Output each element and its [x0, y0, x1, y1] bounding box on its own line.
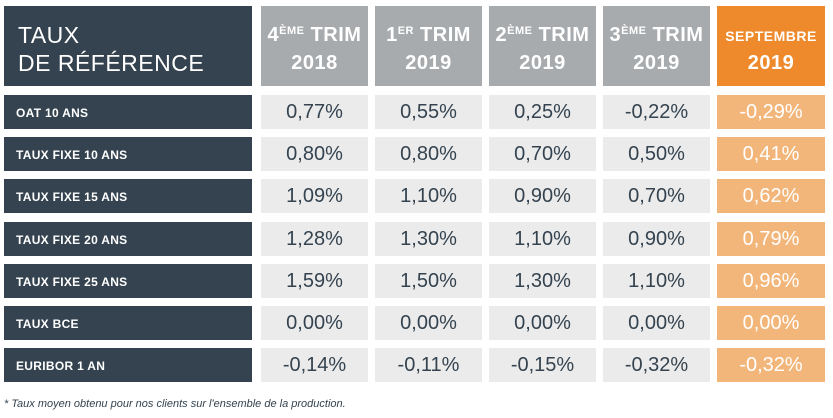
header-year: 2019	[633, 52, 680, 74]
row-label-text: TAUX FIXE 20 ANS	[16, 233, 128, 247]
row-label-text: OAT 10 ANS	[16, 106, 89, 120]
table-cell: 0,70%	[489, 137, 596, 171]
table-cell-highlight: 0,41%	[717, 137, 825, 171]
table-cell-highlight: -0,32%	[717, 348, 825, 382]
header-label: TRIM	[646, 24, 704, 46]
table-title-line2: DE RÉFÉRENCE	[18, 50, 205, 76]
row-label-text: TAUX FIXE 10 ANS	[16, 148, 128, 162]
header-ordinal-suffix: ÈME	[279, 25, 305, 37]
header-year: 2019	[519, 52, 566, 74]
table-title-line1: TAUX	[18, 22, 80, 48]
column-header: 2ÈME TRIM 2019	[489, 6, 596, 86]
row-label: TAUX FIXE 10 ANS	[4, 137, 252, 171]
table-cell: 0,90%	[603, 222, 710, 256]
table-cell: 1,10%	[489, 222, 596, 256]
row-label: TAUX FIXE 20 ANS	[4, 222, 252, 256]
table-cell: 0,80%	[375, 137, 482, 171]
table-cell: 0,50%	[603, 137, 710, 171]
header-label: SEPTEMBRE	[725, 28, 817, 44]
row-label-text: TAUX FIXE 25 ANS	[16, 275, 128, 289]
row-label-text: TAUX FIXE 15 ANS	[16, 190, 128, 204]
header-year: 2019	[747, 52, 795, 74]
table-cell: 1,30%	[375, 222, 482, 256]
row-label-text: EURIBOR 1 AN	[16, 359, 106, 373]
table-cell-highlight: 0,00%	[717, 306, 825, 340]
header-year: 2018	[291, 52, 338, 74]
table-cell: 0,90%	[489, 179, 596, 213]
table-cell: 0,77%	[261, 95, 368, 129]
header-label: TRIM	[413, 24, 471, 46]
column-header: 4ÈME TRIM 2018	[261, 6, 368, 86]
table-cell: 1,09%	[261, 179, 368, 213]
table-cell: -0,14%	[261, 348, 368, 382]
table-cell-highlight: -0,29%	[717, 95, 825, 129]
row-label: OAT 10 ANS	[4, 95, 252, 129]
table-title: TAUX DE RÉFÉRENCE	[4, 6, 252, 86]
table-cell: -0,15%	[489, 348, 596, 382]
table-cell: -0,11%	[375, 348, 482, 382]
table-cell: 0,00%	[261, 306, 368, 340]
header-ordinal: 1	[386, 24, 398, 46]
table-cell: 0,80%	[261, 137, 368, 171]
row-label-text: TAUX BCE	[16, 317, 79, 331]
header-ordinal: 4	[267, 24, 280, 46]
table-cell: 0,00%	[603, 306, 710, 340]
header-ordinal: 3	[609, 24, 622, 46]
table-cell: 0,55%	[375, 95, 482, 129]
footnote: * Taux moyen obtenu pour nos clients sur…	[4, 398, 346, 410]
header-label: TRIM	[304, 24, 362, 46]
header-ordinal-suffix: ÈME	[621, 25, 647, 37]
header-label: TRIM	[532, 24, 590, 46]
header-ordinal-suffix: ÈME	[507, 25, 533, 37]
header-ordinal-suffix: ER	[397, 25, 414, 37]
column-header: 1ER TRIM 2019	[375, 6, 482, 86]
table-cell: 0,25%	[489, 95, 596, 129]
column-header: 3ÈME TRIM 2019	[603, 6, 710, 86]
table-cell: 0,00%	[375, 306, 482, 340]
table-cell-highlight: 0,79%	[717, 222, 825, 256]
table-cell-highlight: 0,62%	[717, 179, 825, 213]
table-cell-highlight: 0,96%	[717, 264, 825, 298]
row-label: EURIBOR 1 AN	[4, 348, 252, 382]
column-header-highlight: SEPTEMBRE 2019	[717, 6, 825, 86]
table-cell: 0,00%	[489, 306, 596, 340]
table-cell: 1,10%	[603, 264, 710, 298]
table-cell: 1,10%	[375, 179, 482, 213]
header-year: 2019	[405, 52, 452, 74]
table-cell: 1,50%	[375, 264, 482, 298]
header-ordinal: 2	[495, 24, 508, 46]
table-cell: 1,30%	[489, 264, 596, 298]
table-cell: 1,28%	[261, 222, 368, 256]
table-cell: 1,59%	[261, 264, 368, 298]
row-label: TAUX BCE	[4, 306, 252, 340]
row-label: TAUX FIXE 25 ANS	[4, 264, 252, 298]
table-cell: -0,22%	[603, 95, 710, 129]
table-cell: -0,32%	[603, 348, 710, 382]
row-label: TAUX FIXE 15 ANS	[4, 179, 252, 213]
table-cell: 0,70%	[603, 179, 710, 213]
